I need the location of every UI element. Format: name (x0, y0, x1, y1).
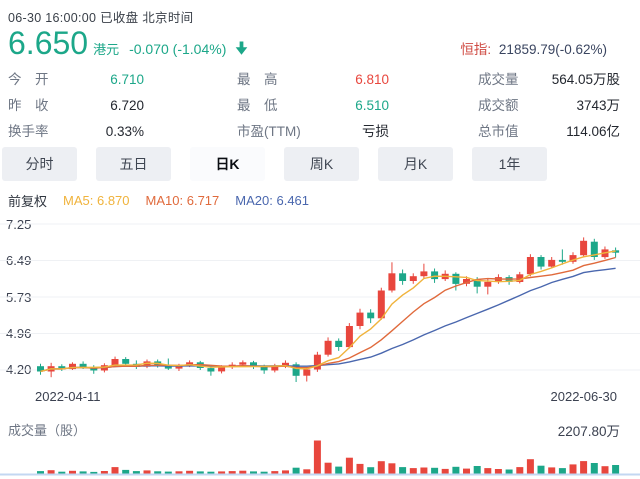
ma20-name: MA20: (235, 193, 273, 208)
candlestick-chart[interactable] (0, 212, 640, 388)
x-axis-start-date: 2022-04-11 (35, 389, 101, 404)
price-row: 6.650 港元 -0.070 (-1.04%) (8, 26, 249, 60)
ma10-legend: MA10: 6.717 (146, 193, 220, 208)
stat-label-turnover-rate: 换手率 (8, 123, 49, 139)
tab-monthly-k[interactable]: 月K (378, 147, 453, 181)
current-price: 6.650 (8, 25, 89, 61)
stat-value-prev-close: 6.720 (110, 97, 144, 113)
stat-label-low: 最 低 (237, 97, 278, 113)
price-change: -0.070 (-1.04%) (129, 41, 227, 57)
stat-value-pe-ttm: 亏损 (362, 123, 389, 139)
stats-row: 今 开 6.710 最 高 6.810 成交量 564.05万股 (8, 66, 620, 92)
hsi-label: 恒指: (460, 42, 492, 57)
stat-value-high: 6.810 (355, 71, 389, 87)
tab-one-year[interactable]: 1年 (472, 147, 547, 181)
stat-value-volume: 564.05万股 (551, 71, 620, 87)
ma-legend-row: 前复权 MA5: 6.870 MA10: 6.717 MA20: 6.461 (8, 191, 325, 210)
stat-label-turnover-amount: 成交额 (478, 97, 519, 113)
stat-value-open: 6.710 (110, 71, 144, 87)
ma5-value: 6.870 (96, 193, 130, 208)
stat-value-turnover-amount: 3743万 (576, 97, 620, 113)
ma20-value: 6.461 (276, 193, 310, 208)
stat-label-open: 今 开 (8, 71, 49, 87)
volume-max-value: 2207.80万 (557, 424, 620, 439)
x-axis-labels: 2022-04-11 2022-06-30 (0, 389, 640, 405)
hsi-value: 21859.79(-0.62%) (498, 42, 607, 57)
adjust-mode-selector[interactable]: 前复权 (8, 194, 48, 209)
stat-value-low: 6.510 (355, 97, 389, 113)
quote-datetime: 06-30 16:00:00 已收盘 北京时间 (8, 11, 194, 25)
stats-row: 换手率 0.33% 市盈(TTM) 亏损 总市值 114.06亿 (8, 118, 620, 144)
stat-label-market-cap: 总市值 (478, 123, 519, 139)
volume-header: 成交量（股） 2207.80万 (0, 420, 640, 439)
period-tabs: 分时 五日 日K 周K 月K 1年 (2, 147, 566, 181)
ma10-name: MA10: (145, 193, 184, 208)
stat-label-volume: 成交量 (478, 71, 519, 87)
volume-chart[interactable] (0, 437, 640, 479)
tab-weekly-k[interactable]: 周K (284, 147, 359, 181)
ma5-name: MA5: (63, 193, 94, 208)
volume-pane-title: 成交量（股） (8, 423, 87, 438)
stat-label-prev-close: 昨 收 (8, 97, 49, 113)
stat-label-pe-ttm: 市盈(TTM) (237, 123, 301, 139)
tab-minute[interactable]: 分时 (2, 147, 77, 181)
quote-stats: 今 开 6.710 最 高 6.810 成交量 564.05万股 昨 收 6.7… (8, 66, 620, 144)
stat-label-high: 最 高 (237, 71, 278, 87)
tab-five-day[interactable]: 五日 (96, 147, 171, 181)
stat-value-turnover-rate: 0.33% (105, 123, 144, 139)
currency-label: 港元 (93, 42, 120, 57)
stats-row: 昨 收 6.720 最 低 6.510 成交额 3743万 (8, 92, 620, 118)
ma10-value: 6.717 (186, 193, 220, 208)
x-axis-end-date: 2022-06-30 (550, 389, 618, 404)
down-arrow-icon (234, 40, 249, 61)
stat-value-market-cap: 114.06亿 (566, 123, 620, 139)
tab-daily-k[interactable]: 日K (190, 147, 265, 181)
ma20-legend: MA20: 6.461 (235, 193, 309, 208)
ma5-legend: MA5: 6.870 (63, 193, 130, 208)
hang-seng-index-quote[interactable]: 恒指: 21859.79(-0.62%) (460, 38, 607, 58)
